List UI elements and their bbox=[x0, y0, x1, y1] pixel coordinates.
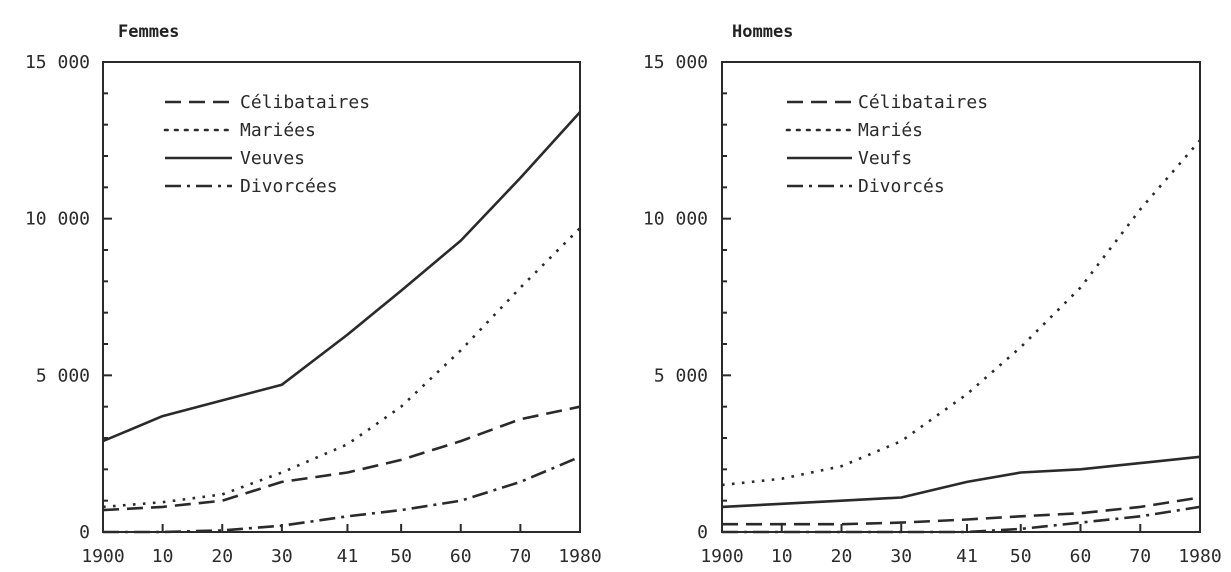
x-tick-label: 20 bbox=[211, 546, 233, 567]
legend-label: Veuves bbox=[240, 148, 305, 169]
x-tick-label: 30 bbox=[271, 546, 293, 567]
legend-label: Divorcées bbox=[240, 176, 338, 197]
x-tick-label: 41 bbox=[337, 546, 359, 567]
legend-label: Célibataires bbox=[858, 92, 988, 113]
series-line-solid bbox=[102, 111, 581, 443]
series-line-dashed bbox=[102, 405, 581, 512]
x-tick-label: 50 bbox=[1010, 546, 1032, 567]
series-line-dotted bbox=[721, 139, 1201, 487]
legend-label: Célibataires bbox=[240, 92, 370, 113]
x-tick-label: 70 bbox=[1129, 546, 1151, 567]
plot-frame bbox=[102, 61, 581, 533]
series-line-dashdot bbox=[103, 455, 581, 534]
chart-title: Hommes bbox=[732, 22, 793, 42]
x-tick-label: 30 bbox=[890, 546, 912, 567]
y-tick-label: 5 000 bbox=[36, 365, 90, 386]
y-tick-label: 10 000 bbox=[25, 209, 90, 230]
x-tick-label: 1980 bbox=[1178, 546, 1221, 567]
x-tick-label: 60 bbox=[450, 546, 472, 567]
x-tick-label: 1900 bbox=[700, 546, 743, 567]
legend-label: Mariées bbox=[240, 120, 316, 141]
legend: Célibataires Mariés Veufs Divorcés bbox=[785, 92, 988, 197]
x-tick-label: 41 bbox=[956, 546, 978, 567]
y-tick-label: 15 000 bbox=[643, 52, 708, 73]
legend: Célibataires Mariées Veuves Divorcées bbox=[163, 92, 370, 197]
legend-label: Mariés bbox=[858, 120, 923, 141]
x-tick-label: 10 bbox=[152, 546, 174, 567]
x-tick-label: 60 bbox=[1070, 546, 1092, 567]
x-tick-label: 50 bbox=[390, 546, 412, 567]
x-tick-label: 10 bbox=[771, 546, 793, 567]
y-tick-label: 0 bbox=[697, 522, 708, 543]
series-line-solid bbox=[721, 455, 1201, 509]
legend-label: Veufs bbox=[858, 148, 912, 169]
hommes-panel: Hommes 0 5 000 10 000 15 000 1900 10 20 30 41 50 60… bbox=[643, 22, 1222, 567]
series-line-dotted bbox=[102, 227, 581, 509]
series-line-dashed bbox=[722, 496, 1201, 526]
legend-label: Divorcés bbox=[858, 176, 945, 197]
y-tick-label: 5 000 bbox=[654, 365, 708, 386]
x-tick-label: 1980 bbox=[558, 546, 601, 567]
y-tick-label: 15 000 bbox=[25, 52, 90, 73]
series-line-dashdot bbox=[722, 505, 1201, 534]
femmes-panel: Femmes 0 5 000 10 000 15 000 1900 10 20 30 41 50 60… bbox=[25, 22, 602, 567]
y-tick-label: 10 000 bbox=[643, 209, 708, 230]
x-tick-label: 20 bbox=[831, 546, 853, 567]
y-tick-label: 0 bbox=[79, 522, 90, 543]
x-tick-label: 70 bbox=[510, 546, 532, 567]
plot-frame bbox=[721, 61, 1201, 533]
chart-title: Femmes bbox=[118, 22, 179, 42]
x-tick-label: 1900 bbox=[81, 546, 124, 567]
